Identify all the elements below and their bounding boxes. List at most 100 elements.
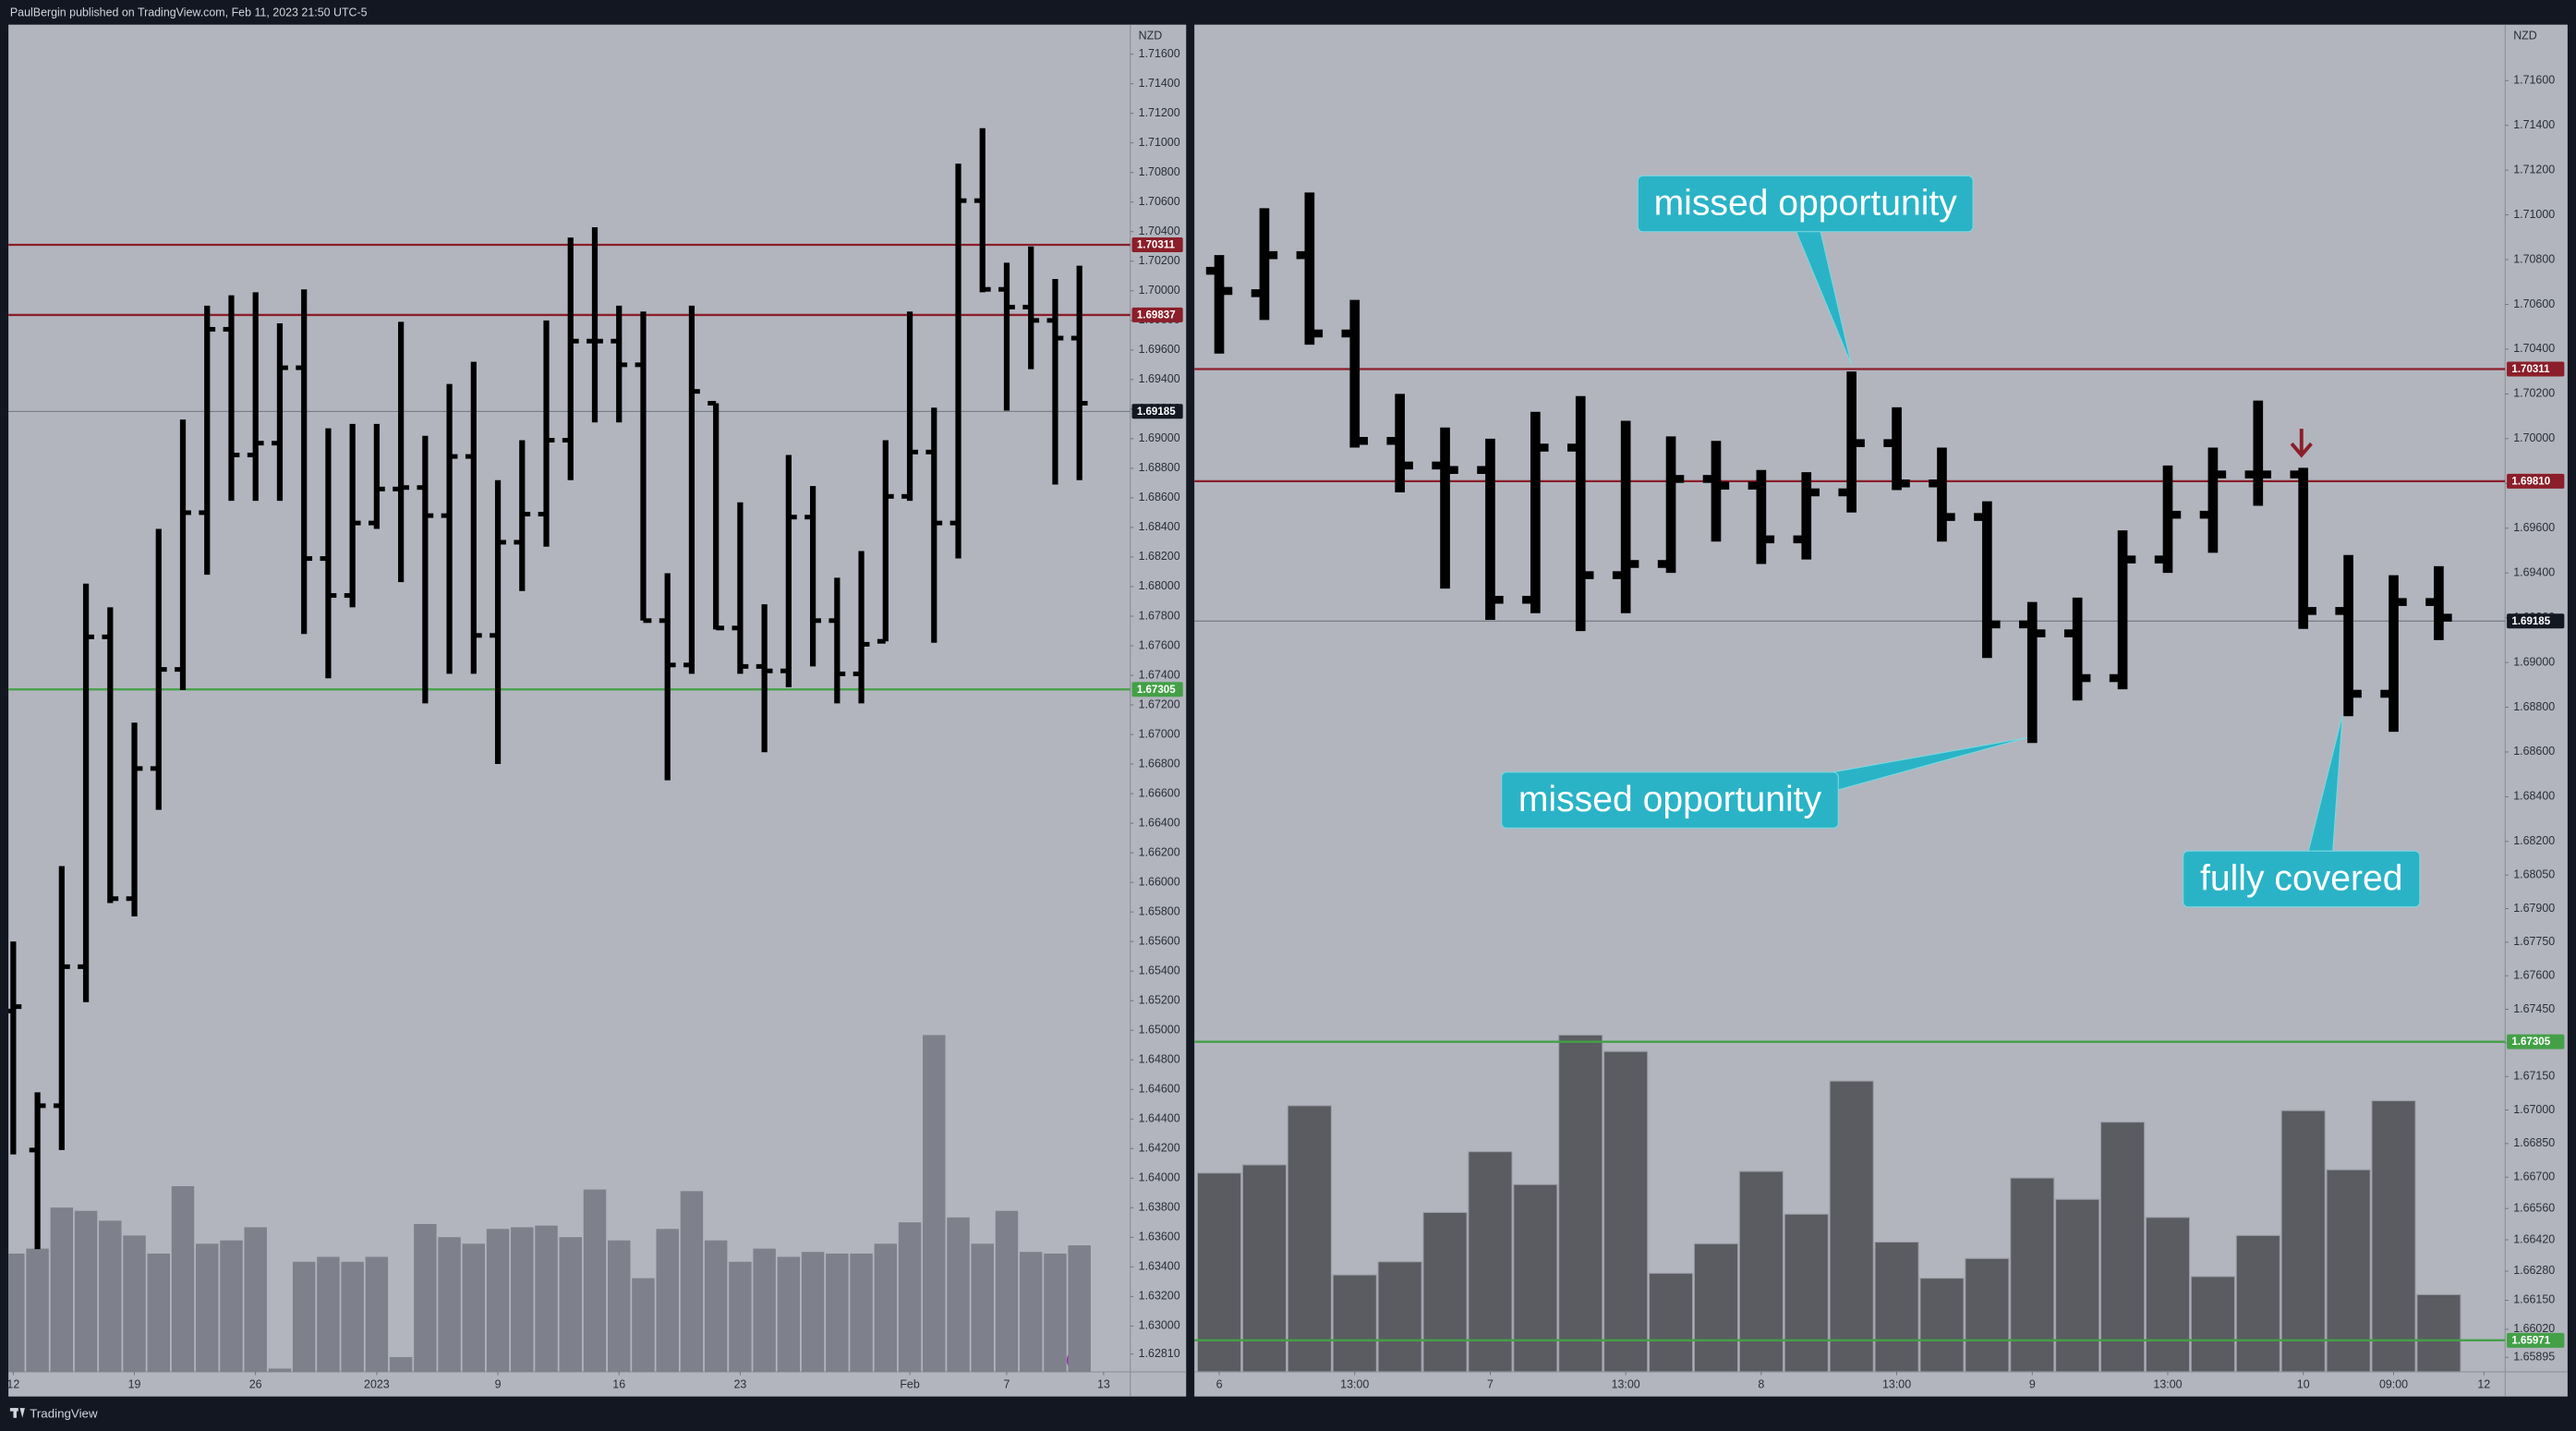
ohlc-bar bbox=[974, 127, 991, 293]
level-label-box bbox=[2507, 1332, 2565, 1348]
volume-bar bbox=[583, 1189, 607, 1372]
x-tick-label: 12 bbox=[6, 1377, 19, 1390]
volume-bar bbox=[1468, 1151, 1513, 1372]
volume-bar bbox=[1558, 1034, 1603, 1372]
ohlc-bar bbox=[126, 722, 143, 916]
ohlc-bar bbox=[853, 551, 870, 704]
ohlc-bar bbox=[2335, 554, 2362, 717]
ohlc-bar bbox=[877, 440, 894, 644]
level-label: 1.69837 bbox=[1137, 309, 1176, 321]
ohlc-bar bbox=[175, 419, 191, 691]
right-panel bbox=[1194, 24, 2568, 1397]
ohlc-bar bbox=[1974, 501, 2001, 659]
y-tick-label: 1.71400 bbox=[1139, 77, 1180, 90]
y-tick-label: 1.68800 bbox=[2513, 700, 2555, 713]
volume-bar bbox=[898, 1222, 922, 1372]
x-tick-label: 19 bbox=[128, 1377, 141, 1390]
volume-bar bbox=[826, 1253, 849, 1372]
ohlc-bar bbox=[2063, 597, 2091, 701]
x-tick-label: 10 bbox=[2297, 1377, 2310, 1390]
level-label: 1.70311 bbox=[2511, 364, 2550, 375]
y-tick-label: 1.69400 bbox=[1139, 372, 1180, 385]
ohlc-bar bbox=[320, 428, 337, 679]
level-label-box bbox=[2507, 613, 2565, 629]
ohlc-bar bbox=[393, 321, 410, 583]
ohlc-bar bbox=[1070, 265, 1088, 480]
ohlc-bar bbox=[1432, 427, 1458, 589]
ohlc-bar bbox=[756, 604, 773, 753]
y-tick-label: 1.67750 bbox=[2513, 935, 2555, 948]
volume-bar bbox=[1044, 1253, 1067, 1372]
x-tick-label: 26 bbox=[249, 1377, 262, 1390]
y-tick-label: 1.70800 bbox=[2513, 252, 2555, 265]
ohlc-bar bbox=[2380, 575, 2407, 733]
callout-box bbox=[2183, 850, 2421, 908]
ohlc-bar bbox=[1205, 255, 1233, 354]
volume-bar bbox=[220, 1240, 243, 1372]
y-tick-label: 1.68200 bbox=[1139, 550, 1180, 563]
header-text: PaulBergin published on TradingView.com,… bbox=[10, 6, 368, 19]
y-tick-label: 1.66280 bbox=[2513, 1264, 2555, 1277]
y-tick-label: 1.66850 bbox=[2513, 1136, 2555, 1149]
ohlc-bar bbox=[1522, 411, 1549, 613]
volume-bar bbox=[607, 1240, 631, 1372]
ohlc-bar bbox=[465, 361, 482, 674]
y-tick-label: 1.63600 bbox=[1139, 1231, 1180, 1243]
ohlc-bar bbox=[199, 305, 216, 576]
y-tick-label: 1.67150 bbox=[2513, 1069, 2555, 1082]
y-tick-label: 1.71000 bbox=[2513, 208, 2555, 221]
y-tick-label: 1.71000 bbox=[1139, 136, 1180, 149]
volume-bar bbox=[1241, 1164, 1288, 1372]
y-tick-label: 1.71600 bbox=[1139, 47, 1180, 60]
ohlc-bar bbox=[102, 607, 119, 903]
y-tick-label: 1.69600 bbox=[2513, 521, 2555, 534]
y-tick-label: 1.71400 bbox=[2513, 118, 2555, 131]
ohlc-bar bbox=[707, 400, 725, 631]
ohlc-bar bbox=[150, 528, 167, 810]
volume-bar bbox=[1603, 1050, 1649, 1372]
ohlc-bar bbox=[441, 383, 458, 674]
y-tick-label: 1.68400 bbox=[2513, 790, 2555, 803]
y-tick-label: 1.70400 bbox=[1139, 224, 1180, 237]
y-tick-label: 1.70000 bbox=[2513, 431, 2555, 444]
volume-bar bbox=[995, 1210, 1019, 1372]
ohlc-bar bbox=[683, 305, 700, 674]
ohlc-bar bbox=[490, 479, 506, 765]
ohlc-bar bbox=[2199, 447, 2227, 553]
x-tick-label: 9 bbox=[495, 1377, 502, 1390]
x-tick-label: 2023 bbox=[364, 1377, 390, 1390]
volume-bar bbox=[2235, 1234, 2280, 1372]
ohlc-bar bbox=[223, 295, 240, 502]
ohlc-bar bbox=[2425, 565, 2452, 640]
x-tick-label: 13 bbox=[1097, 1377, 1110, 1390]
ohlc-bar bbox=[1386, 394, 1413, 492]
ohlc-bar bbox=[901, 311, 918, 502]
y-tick-label: 1.63800 bbox=[1139, 1201, 1180, 1214]
volume-bar bbox=[1693, 1243, 1739, 1372]
level-label-box bbox=[1131, 404, 1183, 419]
ohlc-bar bbox=[659, 573, 676, 781]
y-tick-label: 1.66150 bbox=[2513, 1293, 2555, 1306]
ohlc-bar bbox=[2290, 467, 2316, 629]
volume-bar bbox=[317, 1256, 340, 1372]
y-tick-label: 1.67000 bbox=[1139, 727, 1180, 740]
volume-bar bbox=[123, 1235, 146, 1372]
ohlc-bar bbox=[635, 311, 652, 624]
volume-bar bbox=[1738, 1170, 1784, 1372]
x-tick-label: Feb bbox=[900, 1377, 920, 1390]
volume-bar bbox=[1874, 1241, 1919, 1372]
ohlc-bar bbox=[780, 455, 797, 687]
volume-bar bbox=[99, 1220, 122, 1372]
x-tick-label: 7 bbox=[1004, 1377, 1010, 1390]
y-tick-label: 1.70800 bbox=[1139, 165, 1180, 178]
ohlc-bar bbox=[1657, 436, 1685, 574]
ohlc-bar bbox=[514, 440, 531, 591]
level-label-box bbox=[1131, 682, 1183, 697]
level-label: 1.69810 bbox=[2511, 476, 2550, 487]
volume-bar bbox=[1829, 1080, 1874, 1372]
volume-layer bbox=[8, 1035, 1091, 1372]
volume-bar bbox=[244, 1227, 267, 1372]
x-tick-label: 9 bbox=[2029, 1377, 2036, 1390]
volume-bar bbox=[2371, 1100, 2416, 1372]
